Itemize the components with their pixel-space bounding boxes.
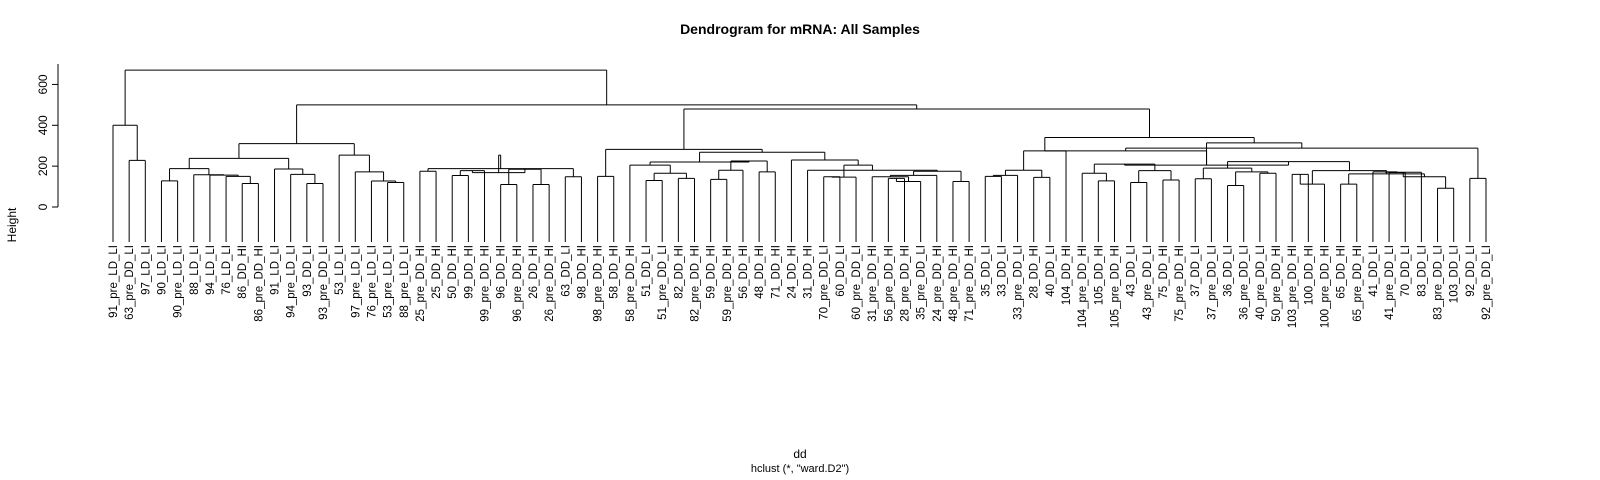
leaf-label: 88_LD_LI bbox=[189, 245, 201, 295]
leaf-label: 103_DD_LI bbox=[1449, 245, 1461, 303]
y-tick-label: 600 bbox=[36, 74, 50, 94]
leaf-label: 35_DD_LI bbox=[980, 245, 992, 297]
leaf-label: 59_DD_HI bbox=[706, 245, 718, 299]
leaf-label: 98_DD_HI bbox=[576, 245, 588, 299]
leaf-label: 75_pre_DD_HI bbox=[1174, 245, 1186, 322]
leaf-label: 24_pre_DD_HI bbox=[932, 245, 944, 322]
leaf-label: 41_DD_LI bbox=[1368, 245, 1380, 297]
y-tick-label: 0 bbox=[36, 203, 50, 210]
leaf-label: 33_pre_DD_LI bbox=[1013, 245, 1025, 320]
leaf-label: 96_pre_DD_HI bbox=[512, 245, 524, 322]
y-tick-label: 200 bbox=[36, 156, 50, 176]
leaf-label: 103_pre_DD_HI bbox=[1287, 245, 1299, 328]
leaf-label: 36_DD_LI bbox=[1223, 245, 1235, 297]
leaf-label: 65_pre_DD_HI bbox=[1352, 245, 1364, 322]
dendrogram-branches bbox=[112, 69, 1487, 242]
leaf-label: 53_LD_LI bbox=[334, 245, 346, 295]
leaf-label: 59_pre_DD_HI bbox=[722, 245, 734, 322]
leaf-label: 43_DD_LI bbox=[1126, 245, 1138, 297]
leaf-label: 41_pre_DD_LI bbox=[1384, 245, 1396, 320]
leaf-label: 50_DD_HI bbox=[447, 245, 459, 299]
leaf-label: 63_pre_DD_LI bbox=[124, 245, 136, 320]
leaf-label: 35_pre_DD_LI bbox=[916, 245, 928, 320]
leaf-label: 91_pre_LD_LI bbox=[108, 245, 120, 318]
y-axis-label: Height bbox=[5, 207, 19, 242]
leaf-label: 97_LD_LI bbox=[140, 245, 152, 295]
leaf-label: 40_DD_LI bbox=[1045, 245, 1057, 297]
leaf-label: 26_DD_HI bbox=[528, 245, 540, 299]
leaf-label: 86_DD_HI bbox=[237, 245, 249, 299]
y-axis: 0 200 400 600 bbox=[36, 64, 59, 210]
leaf-label: 91_LD_LI bbox=[270, 245, 282, 295]
leaf-label: 90_LD_LI bbox=[156, 245, 168, 295]
leaf-label: 104_DD_HI bbox=[1061, 245, 1073, 305]
leaf-label: 99_pre_DD_HI bbox=[480, 245, 492, 322]
leaf-label: 36_pre_DD_LI bbox=[1239, 245, 1251, 320]
leaf-label: 105_DD_HI bbox=[1093, 245, 1105, 305]
leaf-label: 93_DD_LI bbox=[302, 245, 314, 297]
leaf-label: 100_DD_HI bbox=[1303, 245, 1315, 305]
leaf-label: 105_pre_DD_HI bbox=[1109, 245, 1121, 328]
leaf-label: 25_DD_HI bbox=[431, 245, 443, 299]
leaf-label: 70_DD_LI bbox=[1400, 245, 1412, 297]
leaf-label: 71_pre_DD_HI bbox=[964, 245, 976, 322]
leaf-label: 97_pre_LD_LI bbox=[350, 245, 362, 318]
leaf-label: 56_pre_DD_HI bbox=[883, 245, 895, 322]
leaf-label: 99_DD_HI bbox=[463, 245, 475, 299]
x-axis-label: dd bbox=[793, 447, 806, 461]
leaf-label: 71_DD_HI bbox=[770, 245, 782, 299]
leaf-label: 76_LD_LI bbox=[221, 245, 233, 295]
leaf-label: 90_pre_LD_LI bbox=[173, 245, 185, 318]
leaf-label: 51_pre_DD_LI bbox=[657, 245, 669, 320]
leaf-label: 63_DD_LI bbox=[560, 245, 572, 297]
leaf-label: 43_pre_DD_LI bbox=[1142, 245, 1154, 320]
leaf-label: 33_DD_LI bbox=[996, 245, 1008, 297]
leaf-label: 86_pre_DD_HI bbox=[253, 245, 265, 322]
leaf-label: 94_LD_LI bbox=[205, 245, 217, 295]
chart-title: Dendrogram for mRNA: All Samples bbox=[680, 21, 920, 37]
leaf-label: 82_pre_DD_HI bbox=[690, 245, 702, 322]
leaf-label: 92_DD_LI bbox=[1465, 245, 1477, 297]
leaf-label: 40_pre_DD_LI bbox=[1255, 245, 1267, 320]
leaf-label: 31_DD_HI bbox=[803, 245, 815, 299]
leaf-label: 83_pre_DD_LI bbox=[1433, 245, 1445, 320]
leaf-label: 60_DD_LI bbox=[835, 245, 847, 297]
leaf-label: 58_DD_HI bbox=[609, 245, 621, 299]
leaf-label: 24_DD_HI bbox=[786, 245, 798, 299]
leaf-label: 48_DD_HI bbox=[754, 245, 766, 299]
leaf-label: 58_pre_DD_HI bbox=[625, 245, 637, 322]
leaf-label: 65_DD_HI bbox=[1336, 245, 1348, 299]
leaf-label: 37_DD_LI bbox=[1190, 245, 1202, 297]
leaf-label: 104_pre_DD_HI bbox=[1077, 245, 1089, 328]
leaf-label: 92_pre_DD_LI bbox=[1481, 245, 1493, 320]
leaf-label: 56_DD_HI bbox=[738, 245, 750, 299]
leaf-label: 53_pre_LD_LI bbox=[383, 245, 395, 318]
leaf-label: 96_DD_HI bbox=[496, 245, 508, 299]
leaf-label: 48_pre_DD_HI bbox=[948, 245, 960, 322]
leaf-label: 50_pre_DD_HI bbox=[1271, 245, 1283, 322]
leaf-label: 31_pre_DD_HI bbox=[867, 245, 879, 322]
leaf-label: 94_pre_LD_LI bbox=[286, 245, 298, 318]
leaf-label: 76_pre_LD_LI bbox=[366, 245, 378, 318]
leaf-label: 75_DD_HI bbox=[1158, 245, 1170, 299]
leaf-label: 82_DD_HI bbox=[673, 245, 685, 299]
method-label: hclust (*, "ward.D2") bbox=[751, 463, 849, 475]
leaf-labels: 91_pre_LD_LI 63_pre_DD_LI 97_LD_LI 90_LD_LI… bbox=[108, 245, 1493, 328]
leaf-label: 25_pre_DD_HI bbox=[415, 245, 427, 322]
leaf-label: 83_DD_LI bbox=[1416, 245, 1428, 297]
leaf-label: 26_pre_DD_HI bbox=[544, 245, 556, 322]
leaf-label: 28_DD_HI bbox=[1029, 245, 1041, 299]
leaf-label: 93_pre_DD_LI bbox=[318, 245, 330, 320]
leaf-label: 51_DD_LI bbox=[641, 245, 653, 297]
leaf-label: 98_pre_DD_HI bbox=[593, 245, 605, 322]
leaf-label: 37_pre_DD_LI bbox=[1206, 245, 1218, 320]
leaf-label: 28_pre_DD_HI bbox=[899, 245, 911, 322]
leaf-label: 100_pre_DD_HI bbox=[1319, 245, 1331, 328]
leaf-label: 60_pre_DD_LI bbox=[851, 245, 863, 320]
leaf-label: 70_pre_DD_LI bbox=[819, 245, 831, 320]
leaf-label: 88_pre_LD_LI bbox=[399, 245, 411, 318]
y-tick-label: 400 bbox=[36, 115, 50, 135]
